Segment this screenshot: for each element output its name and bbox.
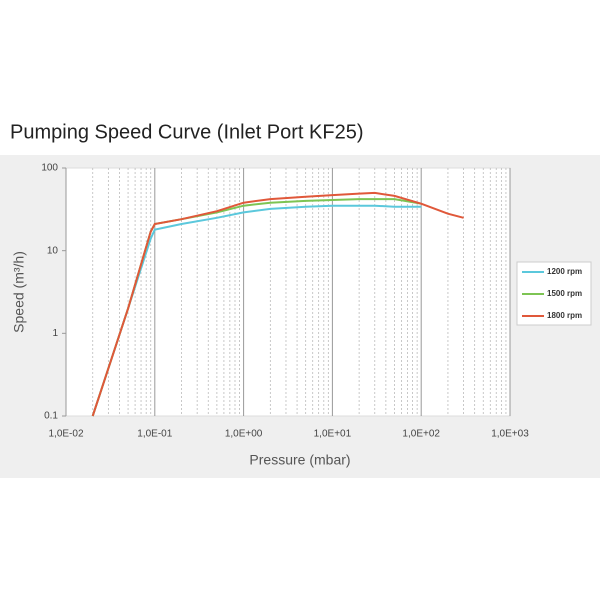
- y-tick-label: 10: [47, 245, 59, 256]
- x-axis-label: Pressure (mbar): [249, 452, 350, 468]
- series-line: [91, 191, 464, 417]
- legend-label: 1800 rpm: [547, 311, 582, 320]
- legend-label: 1200 rpm: [547, 267, 582, 276]
- x-tick-label: 1,0E+01: [314, 429, 352, 440]
- chart-title: Pumping Speed Curve (Inlet Port KF25): [10, 121, 364, 143]
- y-axis-label: Speed (m³/h): [11, 251, 27, 333]
- x-tick-label: 1,0E-01: [137, 429, 172, 440]
- legend-label: 1500 rpm: [547, 289, 582, 298]
- series-line: [91, 204, 422, 417]
- y-tick-label: 1: [52, 328, 58, 339]
- x-tick-label: 1,0E-02: [48, 429, 83, 440]
- x-tick-label: 1,0E+03: [491, 429, 529, 440]
- y-tick-label: 0.1: [44, 411, 58, 422]
- x-tick-label: 1,0E+02: [402, 429, 440, 440]
- y-tick-label: 100: [41, 163, 58, 174]
- x-tick-label: 1,0E+00: [225, 429, 263, 440]
